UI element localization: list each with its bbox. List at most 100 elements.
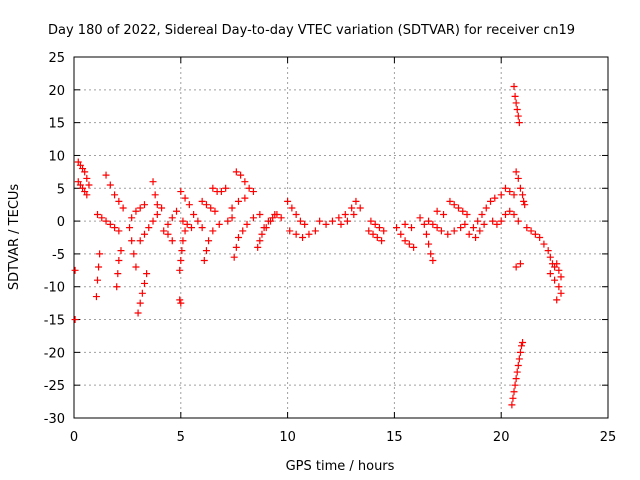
data-point [416,214,424,222]
data-point [531,230,539,238]
y-tick-label: -10 [44,281,65,296]
axis-ticks: 0 5 10 15 20 25 25 20 15 10 5 0 -5 -10 -15 -20 -25 -30 [44,51,617,445]
data-point [512,99,520,107]
data-point [241,178,249,186]
data-point [111,224,119,232]
x-tick-label: 10 [279,430,296,445]
data-point [440,211,448,219]
data-point [222,184,230,192]
data-point [343,217,351,225]
data-point [267,217,275,225]
data-point [335,214,343,222]
data-point [190,211,198,219]
data-point [200,256,208,264]
data-point [106,220,114,228]
data-point [433,207,441,215]
data-point [256,237,264,245]
data-point [410,243,418,251]
y-tick-label: 15 [48,117,65,132]
data-point [508,401,516,409]
data-point [422,230,430,238]
data-point [258,230,266,238]
data-point [515,119,523,127]
data-point [515,355,523,363]
data-point [284,197,292,205]
data-point [96,250,104,258]
data-point [497,217,505,225]
data-point [187,224,195,232]
data-point [457,224,465,232]
data-point [256,211,264,219]
data-point [472,234,480,241]
data-point [71,316,79,324]
data-point [523,224,531,232]
data-point [516,260,524,268]
data-point [352,197,360,205]
data-point [228,204,236,212]
y-tick-label: -20 [44,346,65,361]
data-point [179,217,187,225]
data-point [145,224,153,232]
data-point [198,197,206,205]
data-point [177,188,185,196]
data-point [164,220,172,228]
data-point [337,220,345,228]
x-tick-label: 5 [177,430,185,445]
data-point [288,204,296,212]
data-point [446,197,454,205]
data-point [81,168,89,176]
data-point [350,211,358,219]
data-point [215,220,223,228]
y-tick-label: -15 [44,314,65,329]
data-point [254,243,262,251]
data-point [553,260,561,268]
data-point [322,220,330,228]
data-point [509,394,517,402]
data-point [102,217,110,225]
data-point [513,106,521,114]
data-point [544,247,552,255]
data-point [450,201,458,209]
data-point [551,276,559,284]
data-point [245,184,253,192]
data-point [461,220,469,228]
data-point [557,289,565,297]
data-point [513,368,521,376]
data-point [501,184,509,192]
data-point [393,224,401,232]
data-point [514,361,522,369]
data-point [506,207,514,215]
data-point [373,234,381,241]
data-point [546,253,554,261]
data-point [478,211,486,219]
data-point [228,214,236,222]
data-point [316,217,324,225]
data-point [241,194,249,202]
data-point [557,273,565,281]
data-markers [71,83,565,409]
data-point [510,388,518,396]
data-point [512,168,520,176]
data-point [111,191,119,199]
data-point [425,217,433,225]
data-point [115,227,123,235]
data-point [205,237,213,245]
data-point [117,247,125,255]
data-point [356,204,364,212]
data-point [176,296,184,304]
data-point [140,230,148,238]
data-point [511,381,519,389]
data-point [92,293,100,301]
data-point [71,266,79,274]
data-point [224,217,232,225]
data-point [328,217,336,225]
data-point [301,220,309,228]
data-point [369,230,377,238]
data-point [437,227,445,235]
data-point [367,217,375,225]
data-point [292,230,300,238]
y-tick-label: -25 [44,379,65,394]
data-point [83,174,91,182]
data-point [480,220,488,228]
data-point [237,171,245,179]
